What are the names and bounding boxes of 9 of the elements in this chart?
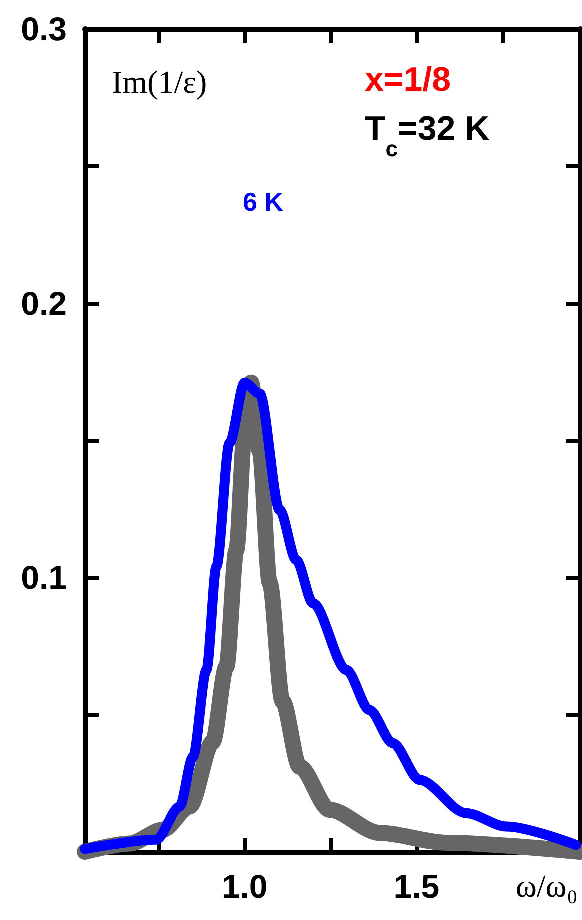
y-tick-label: 0.2	[21, 284, 67, 322]
text: 6 K	[243, 187, 284, 217]
x-axis-title: ω/ω₀	[516, 868, 578, 904]
x-tick-label: 1.5	[394, 868, 440, 905]
y-tick-label: 0.3	[21, 10, 67, 48]
annotation: x=1/8	[365, 61, 452, 99]
annotation: Im(1/ε)	[112, 64, 208, 100]
y-tick-label: 0.1	[21, 559, 67, 596]
x-tick-label: 1.0	[222, 868, 268, 905]
